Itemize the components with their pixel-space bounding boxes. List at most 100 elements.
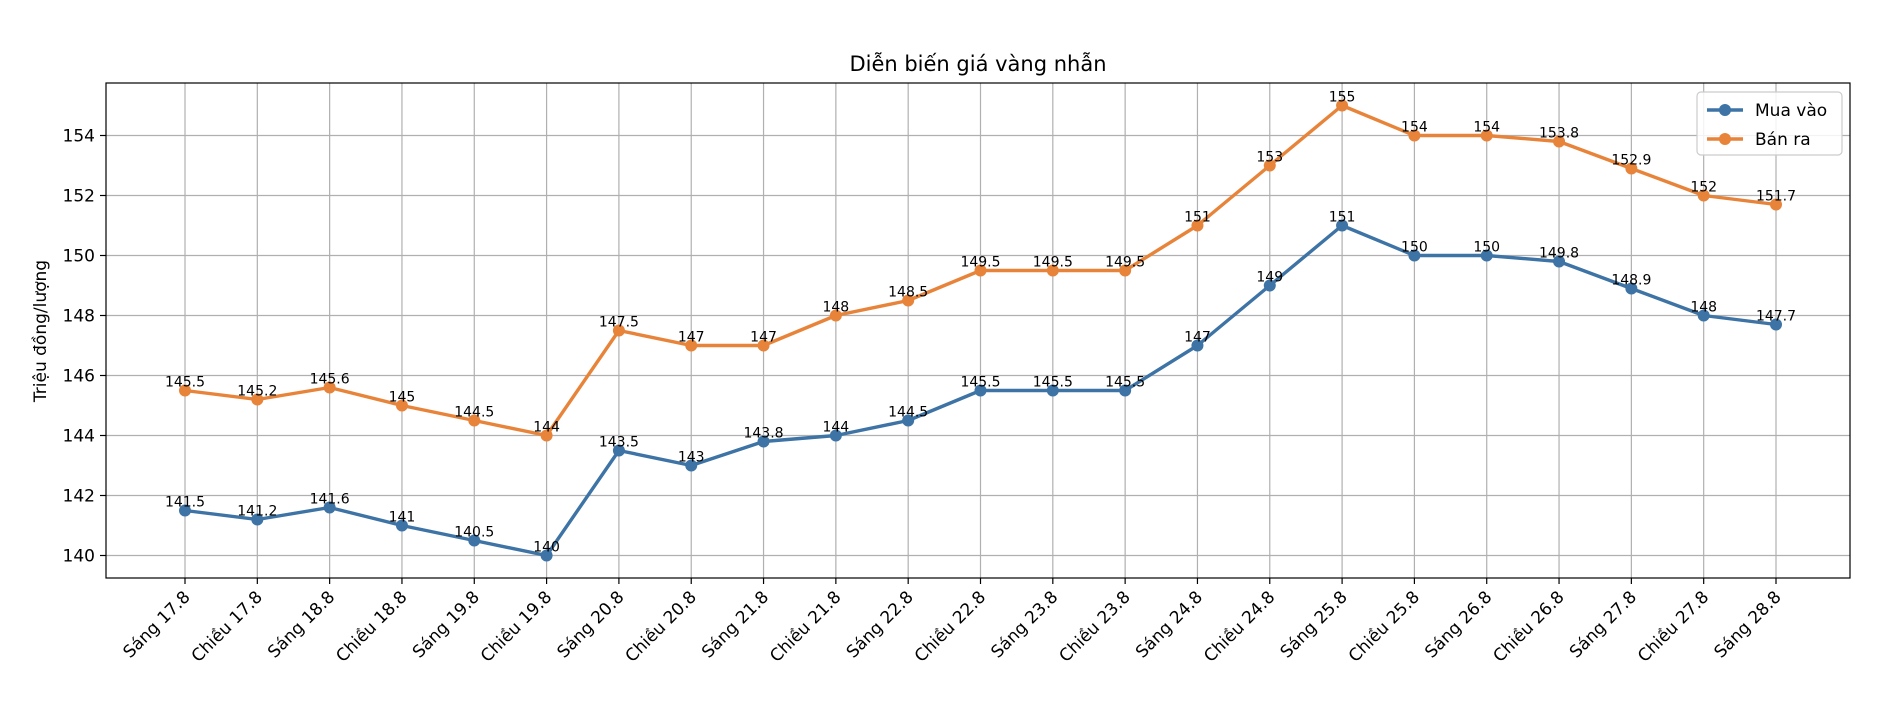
y-tick-label: 144 bbox=[63, 427, 95, 447]
data-label: 153 bbox=[1256, 150, 1283, 166]
series-1-point bbox=[395, 519, 408, 532]
series-2-point bbox=[1046, 264, 1059, 277]
series-layer bbox=[179, 99, 1782, 562]
y-tick-label: 142 bbox=[63, 487, 95, 507]
data-label: 149 bbox=[1256, 270, 1283, 286]
series-2-point bbox=[540, 429, 553, 442]
data-label: 148.5 bbox=[888, 285, 928, 301]
data-label: 144 bbox=[533, 420, 560, 436]
data-label: 153.8 bbox=[1539, 126, 1579, 142]
legend-label-2: Bán ra bbox=[1755, 130, 1811, 150]
series-1-point bbox=[323, 501, 336, 514]
data-label: 149.8 bbox=[1539, 246, 1579, 262]
x-tick-label: Sáng 20.8 bbox=[553, 587, 628, 662]
series-2-point bbox=[323, 381, 336, 394]
series-1-point bbox=[1408, 249, 1421, 262]
series-1-point bbox=[1263, 279, 1276, 292]
data-label: 154 bbox=[1401, 120, 1428, 136]
series-2-point bbox=[1119, 264, 1132, 277]
data-label: 152.9 bbox=[1611, 153, 1651, 169]
y-tick-label: 150 bbox=[63, 247, 95, 267]
series-2-point bbox=[974, 264, 987, 277]
chart-title: Diễn biến giá vàng nhẫn bbox=[849, 51, 1106, 76]
data-label: 145.6 bbox=[310, 372, 350, 388]
plot-area-frame bbox=[105, 82, 1851, 579]
data-label: 154 bbox=[1473, 120, 1500, 136]
x-tick-label: Sáng 17.8 bbox=[120, 587, 195, 662]
data-label: 143 bbox=[678, 450, 705, 466]
y-tick-label: 146 bbox=[63, 367, 95, 387]
x-tick-label: Chiều 19.8 bbox=[476, 587, 556, 667]
data-label: 149.5 bbox=[1105, 255, 1145, 271]
series-2-point bbox=[468, 414, 481, 427]
series-2-point bbox=[1625, 162, 1638, 175]
data-label: 152 bbox=[1690, 180, 1717, 196]
data-label: 151 bbox=[1184, 210, 1211, 226]
x-tick-label: Sáng 18.8 bbox=[264, 587, 339, 662]
series-2-point bbox=[829, 309, 842, 322]
series-1-point bbox=[1480, 249, 1493, 262]
data-label: 148 bbox=[822, 300, 849, 316]
data-label: 150 bbox=[1473, 240, 1500, 256]
series-1-point bbox=[1625, 282, 1638, 295]
data-label: 140 bbox=[533, 540, 560, 556]
series-2-point bbox=[685, 339, 698, 352]
series-1-point bbox=[1336, 219, 1349, 232]
data-label: 144 bbox=[822, 420, 849, 436]
series-2-point bbox=[1553, 135, 1566, 148]
series-2-point bbox=[1263, 159, 1276, 172]
legend-marker-2 bbox=[1719, 133, 1731, 145]
x-tick-label: Sáng 27.8 bbox=[1566, 587, 1641, 662]
series-2-point bbox=[251, 393, 264, 406]
data-label: 143.8 bbox=[743, 426, 783, 442]
y-tick-label: 152 bbox=[63, 187, 95, 207]
data-label: 151 bbox=[1329, 210, 1356, 226]
legend-label-1: Mua vào bbox=[1755, 101, 1827, 121]
x-tick-label: Chiều 26.8 bbox=[1489, 587, 1569, 667]
x-tick-label: Sáng 25.8 bbox=[1277, 587, 1352, 662]
series-1-point bbox=[612, 444, 625, 457]
series-1-point bbox=[1191, 339, 1204, 352]
series-2-point bbox=[395, 399, 408, 412]
x-tick-label: Chiều 17.8 bbox=[187, 587, 267, 667]
series-2-point bbox=[1191, 219, 1204, 232]
x-tick-label: Chiều 18.8 bbox=[332, 587, 412, 667]
data-label: 145.5 bbox=[165, 375, 205, 391]
data-label: 147 bbox=[750, 330, 777, 346]
series-1-point bbox=[540, 549, 553, 562]
x-tick-label: Chiều 22.8 bbox=[910, 587, 990, 667]
series-2-point bbox=[902, 294, 915, 307]
series-2-point bbox=[612, 324, 625, 337]
data-label: 144.5 bbox=[454, 405, 494, 421]
data-label: 141.2 bbox=[237, 504, 277, 520]
data-label: 148 bbox=[1690, 300, 1717, 316]
series-1-point bbox=[1046, 384, 1059, 397]
x-tick-label: Sáng 26.8 bbox=[1421, 587, 1496, 662]
data-label: 149.5 bbox=[960, 255, 1000, 271]
data-label: 145.5 bbox=[1033, 375, 1073, 391]
series-1-point bbox=[1553, 255, 1566, 268]
data-label: 145 bbox=[389, 390, 416, 406]
series-1-point bbox=[1119, 384, 1132, 397]
series-2-point bbox=[1697, 189, 1710, 202]
y-tick-label: 148 bbox=[63, 307, 95, 327]
series-2-point bbox=[179, 384, 191, 397]
series-2-point bbox=[1336, 99, 1349, 112]
data-label: 141.6 bbox=[310, 492, 350, 508]
data-label: 141 bbox=[389, 510, 416, 526]
x-tick-label: Sáng 22.8 bbox=[843, 587, 918, 662]
x-tick-label: Chiều 25.8 bbox=[1344, 587, 1424, 667]
data-label: 151.7 bbox=[1756, 189, 1796, 205]
x-tick-label: Sáng 19.8 bbox=[409, 587, 484, 662]
data-label: 147.5 bbox=[599, 315, 639, 331]
data-label: 145.2 bbox=[237, 384, 277, 400]
data-label: 147 bbox=[1184, 330, 1211, 346]
series-2-point bbox=[1408, 129, 1421, 142]
series-1-point bbox=[829, 429, 842, 442]
series-1-point bbox=[685, 459, 698, 472]
x-tick-label: Chiều 23.8 bbox=[1055, 587, 1135, 667]
series-1-point bbox=[179, 504, 191, 517]
series-2-point bbox=[1480, 129, 1493, 142]
y-tick-label: 140 bbox=[63, 547, 95, 567]
y-axis-label: Triệu đồng/lượng bbox=[30, 260, 51, 403]
